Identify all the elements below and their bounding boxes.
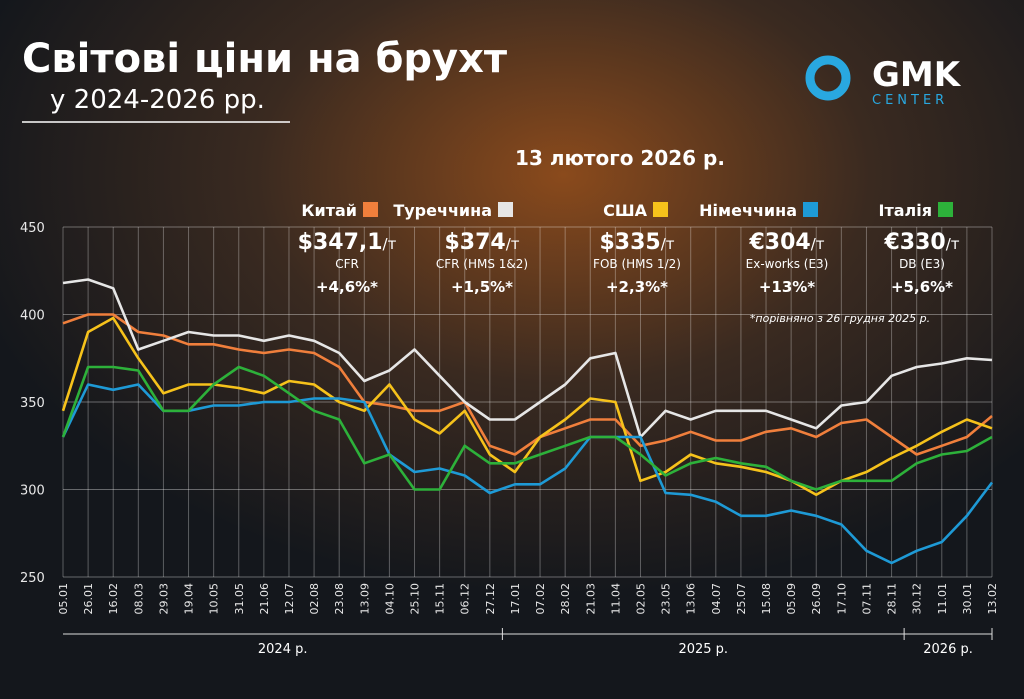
legend-price-value: $335: [599, 230, 660, 255]
x-tick-label: 02.05: [634, 583, 647, 615]
legend-name: Німеччина: [699, 201, 797, 220]
legend-basis: FOB (HMS 1/2): [593, 257, 681, 271]
x-tick-label: 30.12: [911, 583, 924, 615]
x-tick-label: 25.10: [409, 583, 422, 615]
legend-unit: /т: [383, 235, 397, 253]
legend-name: Туреччина: [393, 201, 492, 220]
x-tick-label: 26.09: [810, 583, 823, 615]
x-tick-label: 07.11: [860, 583, 873, 615]
legend-change: +1,5%*: [451, 278, 513, 296]
x-tick-label: 15.08: [760, 583, 773, 615]
legend-basis: CFR (HMS 1&2): [436, 257, 528, 271]
legend-price: €330/т: [883, 230, 959, 255]
legend-basis: Ex-works (E3): [746, 257, 829, 271]
x-tick-label: 16.02: [107, 583, 120, 615]
x-tick-label: 02.08: [308, 583, 321, 615]
year-label: 2026 р.: [923, 642, 973, 657]
x-tick-label: 27.12: [484, 583, 497, 615]
x-tick-label: 15.11: [434, 583, 447, 615]
legend-price: $335/т: [599, 230, 674, 255]
legend-price-value: $347,1: [298, 230, 383, 255]
legend-name: Італія: [879, 201, 933, 220]
x-tick-label: 11.04: [609, 583, 622, 615]
x-tick-label: 21.06: [258, 583, 271, 615]
note: *порівняно з 26 грудня 2025 р.: [750, 312, 930, 325]
legend-unit: /т: [506, 235, 520, 253]
legend-swatch: [498, 202, 513, 217]
x-tick-label: 21.03: [584, 583, 597, 615]
date: 13 лютого 2026 р.: [515, 146, 725, 170]
x-tick-label: 29.03: [157, 583, 170, 615]
title: Світові ціни на брухт: [22, 36, 508, 82]
y-tick-label: 450: [20, 221, 45, 236]
series-line: [61, 365, 993, 491]
x-tick-label: 07.02: [534, 583, 547, 615]
x-tick-label: 25.07: [735, 583, 748, 615]
y-tick-label: 250: [20, 571, 45, 586]
legend-unit: /т: [811, 235, 825, 253]
x-tick-label: 28.11: [886, 583, 899, 615]
y-tick-label: 300: [20, 484, 45, 499]
x-tick-label: 05.09: [785, 583, 798, 615]
x-tick-label: 30.01: [961, 583, 974, 615]
series-line: [62, 278, 993, 439]
y-tick-label: 350: [20, 396, 45, 411]
x-tick-label: 26.01: [82, 583, 95, 615]
logo-text: GMK: [872, 55, 962, 95]
legend-price: €304/т: [748, 230, 824, 255]
series-line: [61, 383, 994, 565]
x-tick-label: 23.05: [660, 583, 673, 615]
year-label: 2025 р.: [678, 642, 728, 657]
legend-swatch: [938, 202, 953, 217]
legend-price: $374/т: [444, 230, 519, 255]
legend-change: +2,3%*: [606, 278, 668, 296]
x-tick-label: 05.01: [57, 583, 70, 615]
logo-sub: CENTER: [872, 93, 948, 108]
y-tick-label: 400: [20, 309, 45, 324]
legend-change: +5,6%*: [891, 278, 953, 296]
x-tick-label: 13.09: [358, 583, 371, 615]
subtitle: у 2024-2026 рр.: [50, 85, 265, 115]
x-tick-label: 13.06: [685, 583, 698, 615]
legend-price-value: €304: [748, 230, 810, 255]
legend-price-value: €330: [883, 230, 945, 255]
legend-price: $347,1/т: [298, 230, 397, 255]
legend-swatch: [653, 202, 668, 217]
x-tick-label: 08.03: [132, 583, 145, 615]
x-tick-label: 04.07: [710, 583, 723, 615]
year-label: 2024 р.: [258, 642, 308, 657]
x-tick-label: 10.05: [208, 583, 221, 615]
x-tick-label: 06.12: [459, 583, 472, 615]
x-tick-label: 17.01: [509, 583, 522, 615]
legend-unit: /т: [661, 235, 675, 253]
x-tick-label: 12.07: [283, 583, 296, 615]
legend-price-value: $374: [444, 230, 505, 255]
legend-unit: /т: [946, 235, 960, 253]
x-tick-label: 23.08: [333, 583, 346, 615]
logo-mark: [805, 55, 851, 101]
x-tick-label: 28.02: [559, 583, 572, 615]
x-tick-label: 11.01: [936, 583, 949, 615]
x-tick-label: 13.02: [986, 583, 999, 615]
legend-swatch: [803, 202, 818, 217]
legend-basis: CFR: [335, 257, 359, 271]
legend-name: Китай: [301, 201, 357, 220]
legend-change: +4,6%*: [316, 278, 378, 296]
legend-name: США: [603, 201, 648, 220]
x-tick-label: 17.10: [835, 583, 848, 615]
legend-change: +13%*: [759, 278, 815, 296]
x-tick-label: 04.10: [383, 583, 396, 615]
series-line: [62, 313, 993, 456]
legend-basis: DB (E3): [899, 257, 945, 271]
x-tick-label: 31.05: [233, 583, 246, 615]
legend-swatch: [363, 202, 378, 217]
x-tick-label: 19.04: [183, 583, 196, 615]
